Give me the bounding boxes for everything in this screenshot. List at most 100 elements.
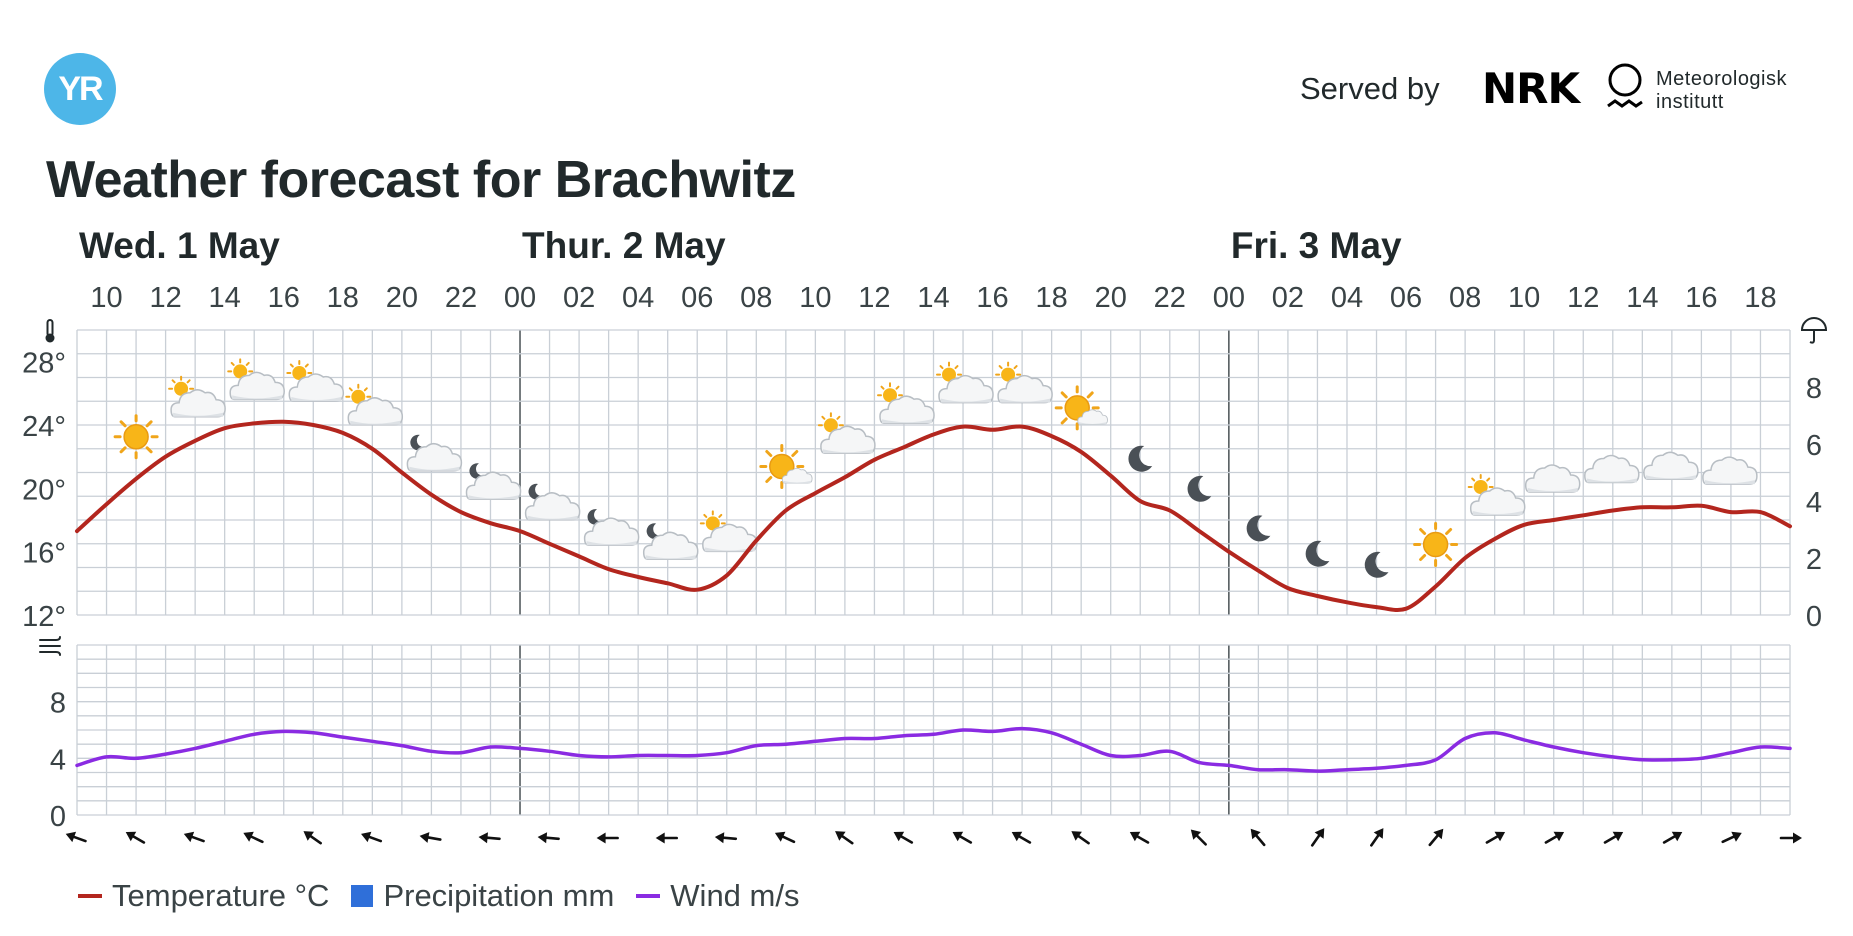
wind-arrow-icon — [535, 830, 561, 846]
hour-tick-label: 14 — [1626, 282, 1658, 314]
wind-arrow-icon — [1306, 823, 1331, 850]
arrow-shape — [121, 825, 148, 849]
legend-swatch — [351, 885, 374, 907]
hour-tick-label: 00 — [504, 282, 536, 314]
wind-direction-arrows — [62, 823, 1804, 850]
arrow-shape — [830, 825, 857, 849]
wind-arrow-icon — [1719, 826, 1746, 849]
hour-tick-label: 14 — [209, 282, 241, 314]
arrow-shape — [62, 827, 89, 848]
hour-tick-label: 10 — [90, 282, 122, 314]
cloud-icon — [1584, 454, 1640, 484]
temperature-axis: 12° 16° 20° 24° 28° — [22, 348, 66, 633]
wind-grid — [76, 644, 1791, 816]
hour-tick-label: 02 — [563, 282, 595, 314]
wind-arrow-icon — [239, 826, 266, 849]
partly-cloudy-day-icon — [995, 361, 1053, 404]
hour-tick-label: 16 — [1685, 282, 1717, 314]
legend-item: Wind m/s — [636, 878, 799, 914]
arrow-shape — [1600, 825, 1628, 849]
hour-tick-label: 18 — [327, 282, 359, 314]
partly-cloudy-night-icon — [406, 434, 463, 472]
partly-cloudy-day-icon — [345, 383, 404, 426]
sun-icon — [113, 414, 159, 460]
wind-arrow-icon — [1541, 825, 1569, 849]
temperature-grid — [76, 329, 1791, 616]
met-institute-name[interactable]: Meteorologisk institutt — [1656, 68, 1787, 114]
wind-arrow-icon — [889, 825, 916, 849]
arrow-shape — [595, 831, 619, 845]
partly-cloudy-day-icon — [227, 358, 285, 401]
arrow-shape — [654, 831, 679, 845]
wind-arrow-icon — [595, 831, 619, 845]
arrow-shape — [1066, 825, 1094, 849]
arrow-shape — [1306, 823, 1331, 850]
arrow-shape — [1719, 826, 1746, 849]
wind-arrow-icon — [830, 825, 857, 849]
cloud-icon — [1702, 456, 1758, 485]
cloud-shape — [1524, 464, 1581, 493]
partly-cloudy-day-icon — [699, 510, 758, 553]
met-line-2: institutt — [1656, 91, 1724, 113]
hour-tick-label: 18 — [1744, 282, 1776, 314]
hour-tick-label: 12 — [149, 282, 181, 314]
precipitation-tick-label: 4 — [1806, 487, 1822, 519]
temperature-tick-label: 12° — [22, 601, 66, 633]
cloud-icon — [1524, 464, 1581, 493]
partly-cloudy-night-icon — [524, 483, 581, 521]
served-by-label: Served by — [1300, 71, 1440, 106]
chart-legend: Temperature °C Precipitation mm Wind m/s — [78, 878, 821, 914]
partly-cloudy-night-icon — [465, 463, 522, 500]
partly-cloudy-day-icon — [936, 361, 994, 404]
arrow-shape — [1660, 825, 1687, 849]
hour-tick-label: 16 — [268, 282, 300, 314]
hour-tick-label: 08 — [1449, 282, 1481, 314]
hour-tick-label: 22 — [445, 282, 477, 314]
wind-arrow-icon — [180, 827, 207, 848]
fair-day-icon — [1054, 385, 1108, 431]
hour-tick-label: 04 — [622, 282, 654, 314]
hour-tick-label: 00 — [1213, 282, 1245, 314]
series-lines — [75, 419, 1792, 773]
hour-tick-label: 14 — [917, 282, 949, 314]
wind-arrow-icon — [1600, 825, 1628, 849]
wind-arrow-icon — [476, 830, 502, 846]
forecast-chart: Wed. 1 May Thur. 2 May Fri. 3 May 10 12 14 16… — [22, 225, 1828, 850]
arrow-shape — [417, 829, 443, 847]
wind-arrow-icon — [713, 830, 738, 846]
wind-arrow-icon — [1779, 831, 1804, 845]
wind-line — [75, 726, 1792, 773]
arrow-shape — [771, 826, 798, 849]
wind-arrow-icon — [1007, 825, 1034, 849]
met-line-1: Meteorologisk — [1656, 68, 1788, 90]
arrow-shape — [357, 827, 384, 848]
cloud-shape — [1702, 456, 1758, 485]
partly-cloudy-night-icon — [642, 523, 699, 561]
arrow-shape — [1125, 825, 1153, 849]
wind-arrow-icon — [948, 825, 975, 849]
arrow-shape — [180, 827, 207, 848]
day-labels: Wed. 1 May Thur. 2 May Fri. 3 May — [79, 225, 1402, 266]
arrow-shape — [1779, 831, 1804, 845]
hour-tick-label: 16 — [976, 282, 1008, 314]
partly-cloudy-night-icon — [583, 509, 640, 546]
day-label: Wed. 1 May — [79, 225, 280, 266]
met-institute-logo-icon[interactable] — [1605, 62, 1645, 118]
wind-arrow-icon — [357, 827, 384, 848]
cloud-shape — [1643, 451, 1699, 481]
arrow-shape — [535, 830, 561, 846]
arrow-shape — [1541, 825, 1569, 849]
cloud-icon — [1643, 451, 1699, 481]
hour-tick-label: 10 — [799, 282, 831, 314]
arrow-shape — [1482, 825, 1510, 849]
wind-tick-label: 8 — [50, 688, 66, 720]
wind-arrow-icon — [1125, 825, 1153, 849]
hour-tick-label: 06 — [1390, 282, 1422, 314]
wind-arrow-icon — [1365, 823, 1390, 850]
legend-label: Temperature °C — [112, 878, 330, 913]
hour-tick-label: 20 — [386, 282, 418, 314]
temperature-line — [75, 419, 1792, 613]
nrk-logo[interactable]: NRK — [1482, 64, 1580, 113]
yr-logo[interactable]: YR — [44, 53, 116, 125]
partly-cloudy-day-icon — [1467, 474, 1526, 516]
